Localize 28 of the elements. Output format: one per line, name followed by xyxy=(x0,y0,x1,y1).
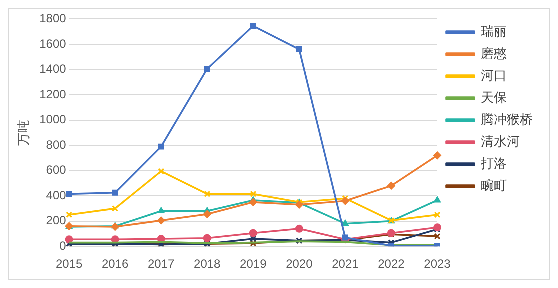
legend-label: 天保 xyxy=(481,90,507,106)
y-tick-label: 1600 xyxy=(40,36,67,51)
legend-label: 腾冲猴桥 xyxy=(481,112,533,128)
x-tick-label: 2019 xyxy=(240,257,268,272)
x-tick-label: 2021 xyxy=(332,257,360,272)
y-tick-label: 800 xyxy=(46,138,67,152)
y-tick-label: 1800 xyxy=(40,12,67,26)
legend-label: 打洛 xyxy=(480,156,507,172)
legend-label: 畹町 xyxy=(481,178,507,194)
legend-label: 河口 xyxy=(481,68,507,84)
legend-label: 瑞丽 xyxy=(481,24,507,40)
x-tick-label: 2023 xyxy=(424,257,452,272)
x-tick-label: 2017 xyxy=(148,257,176,272)
x-tick-label: 2020 xyxy=(286,257,314,272)
y-tick-label: 1000 xyxy=(40,112,67,127)
y-tick-label: 200 xyxy=(46,214,67,228)
legend-label: 清水河 xyxy=(481,134,520,150)
x-tick-label: 2022 xyxy=(378,257,406,272)
y-tick-label: 400 xyxy=(46,188,67,202)
legend-label: 磨憨 xyxy=(481,46,507,62)
x-tick-label: 2015 xyxy=(56,257,83,272)
x-tick-label: 2018 xyxy=(194,257,222,272)
x-tick-label: 2016 xyxy=(102,257,129,272)
y-axis-title: 万吨 xyxy=(17,120,32,146)
y-tick-label: 0 xyxy=(60,238,67,253)
y-tick-label: 1400 xyxy=(40,62,67,76)
y-tick-label: 600 xyxy=(46,163,67,178)
y-tick-label: 1200 xyxy=(40,87,67,102)
